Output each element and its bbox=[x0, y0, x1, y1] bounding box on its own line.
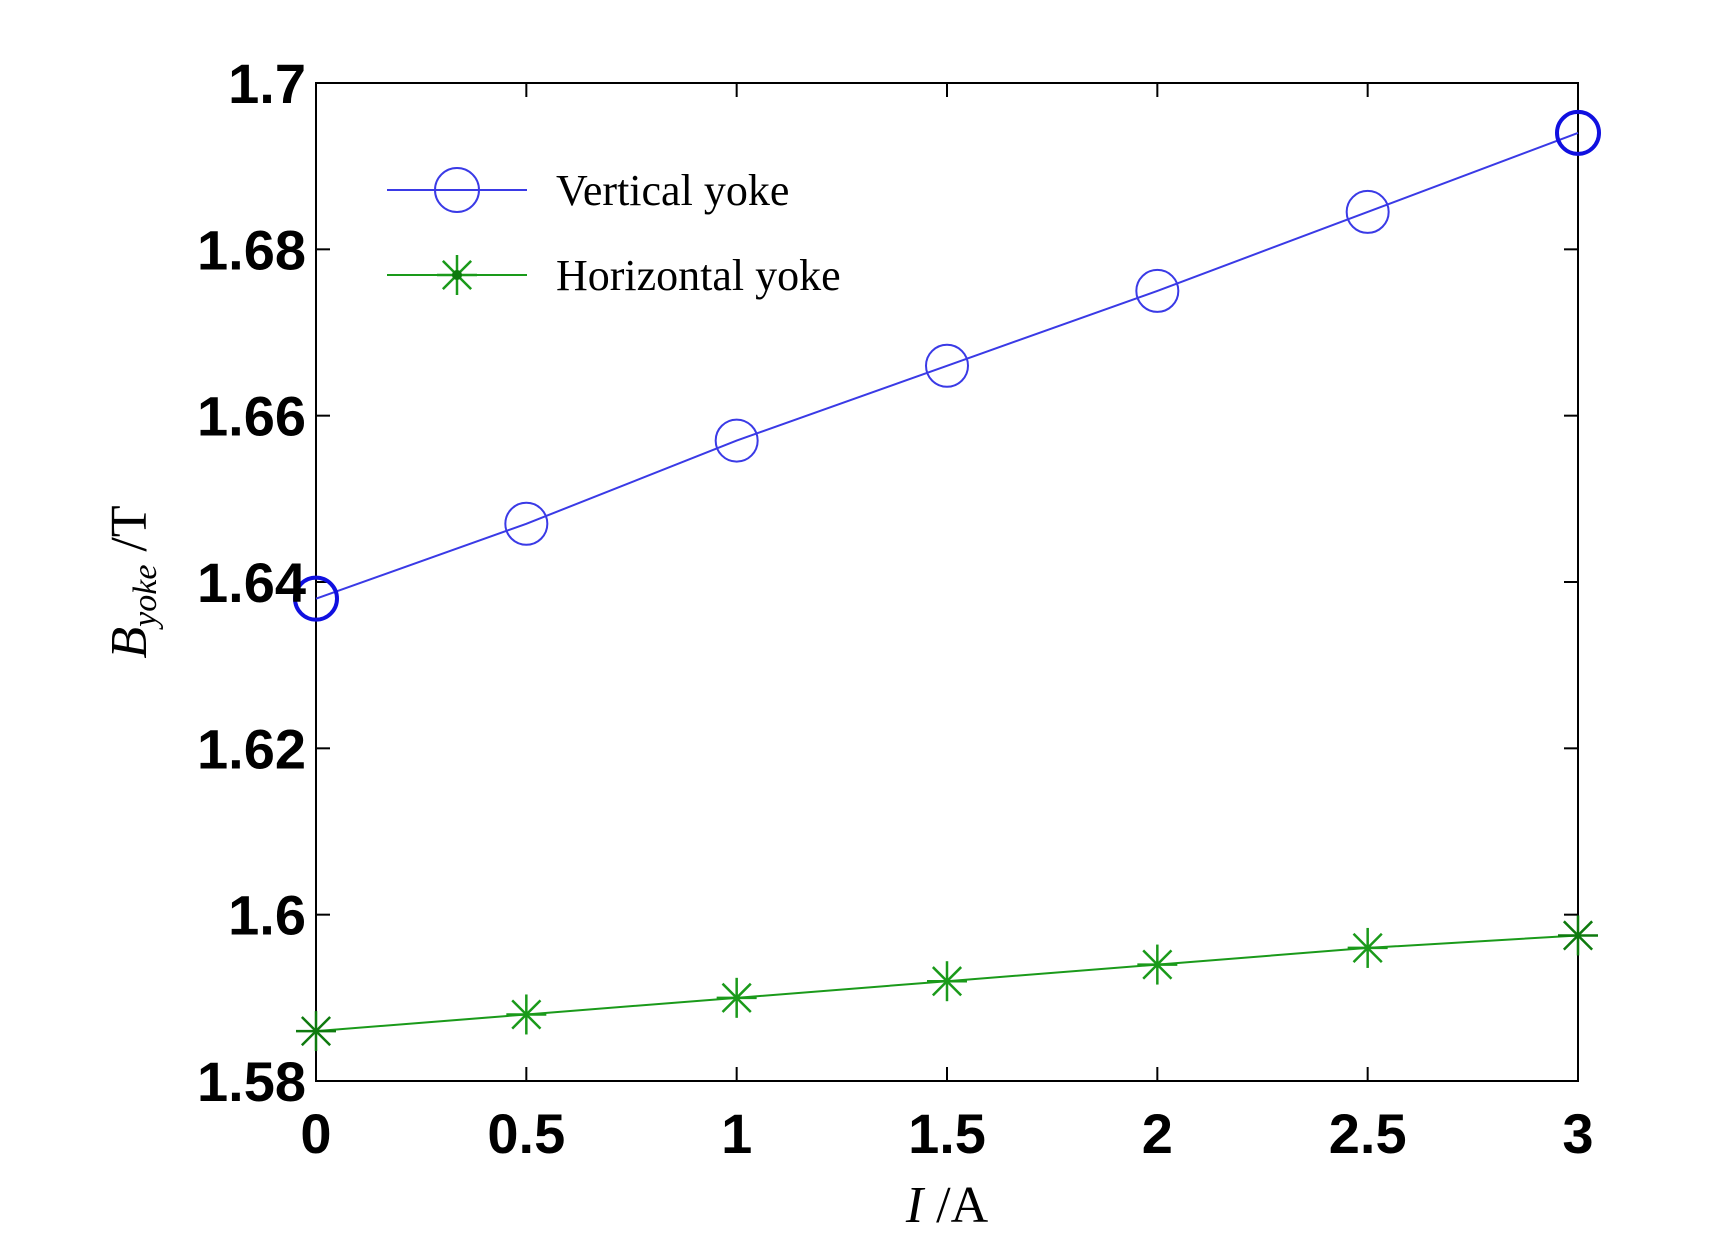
x-tick-label: 3 bbox=[1562, 1102, 1593, 1165]
data-point bbox=[716, 977, 757, 1018]
y-tick-label: 1.68 bbox=[197, 218, 306, 281]
data-point bbox=[1347, 927, 1388, 968]
data-point bbox=[927, 961, 967, 1002]
x-axis-title: I /A bbox=[905, 1177, 989, 1234]
markers bbox=[293, 109, 1601, 1052]
legend-marker-vertical bbox=[434, 167, 480, 213]
x-tick-label: 1 bbox=[721, 1102, 752, 1165]
y-tick-label: 1.7 bbox=[228, 52, 306, 115]
legend: Vertical yoke Horizontal yoke bbox=[387, 166, 841, 300]
legend-label-vertical: Vertical yoke bbox=[556, 166, 789, 215]
data-point bbox=[506, 994, 547, 1035]
legend-label-horizontal: Horizontal yoke bbox=[556, 251, 841, 300]
data-point bbox=[714, 418, 759, 463]
y-tick-label: 1.66 bbox=[197, 385, 306, 448]
data-point bbox=[925, 343, 969, 388]
data-point bbox=[1555, 109, 1601, 156]
data-point bbox=[296, 1011, 336, 1052]
x-tick-label: 2.5 bbox=[1329, 1102, 1407, 1165]
legend-marker-horizontal bbox=[437, 255, 477, 295]
plot-area bbox=[315, 82, 1579, 1082]
data-point bbox=[293, 575, 339, 622]
y-tick-label: 1.6 bbox=[228, 884, 306, 947]
data-point bbox=[1135, 268, 1180, 313]
x-tick-label: 0.5 bbox=[487, 1102, 565, 1165]
labels: 0 0.5 1 1.5 2 2.5 3 1.58 1.6 1.62 1.64 1.66 1.68 1.7 bbox=[197, 52, 1594, 1165]
data-point bbox=[1137, 944, 1178, 985]
ticks bbox=[315, 82, 1579, 1082]
y-tick-label: 1.62 bbox=[197, 717, 306, 780]
x-tick-label: 2 bbox=[1142, 1102, 1173, 1165]
y-tick-label: 1.58 bbox=[197, 1050, 306, 1113]
x-tick-label: 0 bbox=[300, 1102, 331, 1165]
y-axis-title: Byoke /T bbox=[101, 505, 164, 658]
series-line-0 bbox=[315, 131, 1579, 600]
y-tick-label: 1.64 bbox=[197, 551, 306, 614]
data-point bbox=[1345, 189, 1390, 234]
data-point bbox=[504, 501, 549, 546]
x-tick-label: 1.5 bbox=[908, 1102, 986, 1165]
data-point bbox=[1558, 915, 1598, 956]
